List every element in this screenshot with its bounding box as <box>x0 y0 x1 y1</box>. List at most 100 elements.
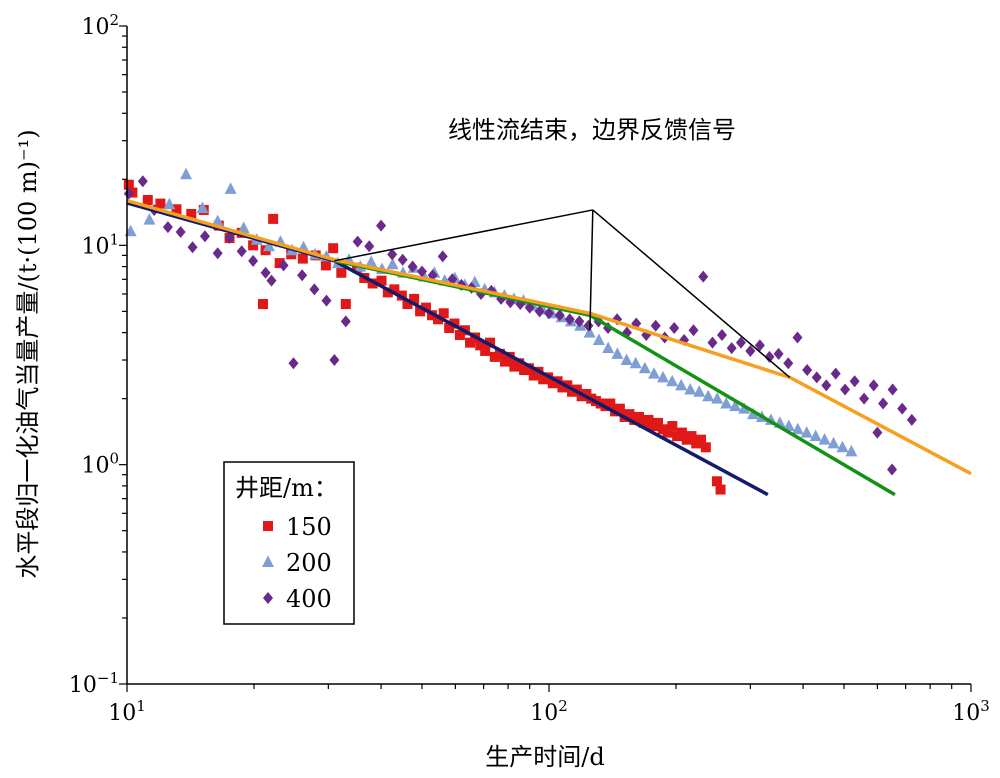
data-point-200 <box>800 426 813 438</box>
data-point-150 <box>123 179 134 190</box>
data-point-400 <box>297 269 308 282</box>
data-point-150 <box>320 260 331 271</box>
data-point-400 <box>376 219 387 232</box>
legend-items: 150 200 400 <box>262 513 332 613</box>
data-point-400 <box>564 313 575 326</box>
legend-box <box>223 461 355 625</box>
data-point-400 <box>137 175 148 188</box>
data-point-150 <box>494 348 505 359</box>
data-point-400 <box>162 221 173 234</box>
data-point-200 <box>386 257 399 270</box>
data-point-400 <box>650 319 661 332</box>
data-point-400 <box>321 294 332 307</box>
data-point-200 <box>720 397 733 409</box>
data-point-200 <box>365 255 378 267</box>
data-point-150 <box>465 337 476 348</box>
data-point-150 <box>676 427 687 438</box>
data-point-150 <box>686 431 697 442</box>
data-point-400 <box>364 240 375 253</box>
data-point-200 <box>666 374 679 387</box>
y-tick-label: 100 <box>81 450 119 479</box>
data-point-200 <box>818 433 831 445</box>
data-point-150 <box>367 278 378 289</box>
data-point-400 <box>783 357 794 370</box>
x-tick-label: 101 <box>108 697 146 726</box>
data-point-400 <box>906 413 917 426</box>
data-point-400 <box>887 383 898 396</box>
data-point-400 <box>340 315 351 328</box>
data-point-150 <box>614 403 625 414</box>
y-tick-label: 102 <box>81 11 119 40</box>
data-point-400 <box>859 392 870 405</box>
data-point-400 <box>187 241 198 254</box>
data-point-400 <box>212 247 223 260</box>
data-point-200 <box>711 392 724 404</box>
data-point-400 <box>574 315 585 328</box>
data-point-200 <box>809 429 822 442</box>
data-point-150 <box>340 299 351 310</box>
annotation-leader-line <box>334 209 593 262</box>
annotation-leader-line <box>592 209 791 378</box>
data-point-200 <box>647 367 660 379</box>
fit-line-1 <box>126 201 769 497</box>
data-point-400 <box>397 253 408 266</box>
legend-label-400: 400 <box>286 585 332 613</box>
y-axis-title: 水平段归一化油气当量产量/(t·(100 m)⁻¹) <box>14 129 42 578</box>
data-point-400 <box>288 357 299 370</box>
data-point-200 <box>211 214 224 227</box>
data-point-400 <box>754 339 765 352</box>
x-axis-title: 生产时间/d <box>485 743 604 771</box>
data-point-200 <box>836 440 849 453</box>
data-marks <box>123 167 917 495</box>
data-point-400 <box>735 336 746 349</box>
data-point-200 <box>583 326 596 338</box>
data-point-150 <box>643 414 654 425</box>
legend-marker-150 <box>263 521 273 531</box>
data-point-200 <box>702 389 715 402</box>
data-point-400 <box>123 187 134 200</box>
data-point-400 <box>688 324 699 337</box>
data-point-400 <box>416 265 427 278</box>
data-point-400 <box>878 397 889 410</box>
data-point-200 <box>675 378 688 391</box>
legend-label-150: 150 <box>286 513 332 541</box>
data-point-400 <box>830 367 841 380</box>
data-point-400 <box>887 463 898 476</box>
data-point-400 <box>236 245 247 258</box>
data-point-400 <box>260 266 271 279</box>
data-point-150 <box>715 484 726 495</box>
data-point-150 <box>653 417 664 428</box>
data-point-400 <box>745 344 756 357</box>
data-point-400 <box>437 250 448 263</box>
data-point-150 <box>662 427 673 438</box>
data-point-200 <box>782 419 795 432</box>
data-point-400 <box>792 331 803 344</box>
data-point-200 <box>638 361 651 374</box>
data-point-400 <box>849 375 860 388</box>
data-point-150 <box>449 318 460 329</box>
data-point-200 <box>729 399 742 412</box>
data-point-400 <box>199 230 210 243</box>
data-point-150 <box>711 476 722 487</box>
data-point-150 <box>155 198 166 209</box>
data-point-400 <box>726 342 737 355</box>
y-tick-label: 10−1 <box>69 669 119 698</box>
data-point-200 <box>791 422 804 435</box>
data-point-200 <box>611 347 624 359</box>
data-point-200 <box>592 333 605 346</box>
data-point-400 <box>224 232 235 245</box>
series-200 <box>124 167 858 457</box>
annotation-text: 线性流结束，边界反馈信号 <box>448 116 736 144</box>
data-point-200 <box>262 239 275 252</box>
data-point-200 <box>693 385 706 397</box>
data-point-150 <box>268 213 279 224</box>
data-point-200 <box>657 370 670 383</box>
y-tick-label: 101 <box>81 230 119 259</box>
data-point-400 <box>407 260 418 273</box>
legend-label-200: 200 <box>286 549 332 577</box>
data-point-150 <box>382 287 393 298</box>
data-point-150 <box>409 293 420 304</box>
data-point-150 <box>415 306 426 317</box>
data-point-400 <box>544 307 554 320</box>
